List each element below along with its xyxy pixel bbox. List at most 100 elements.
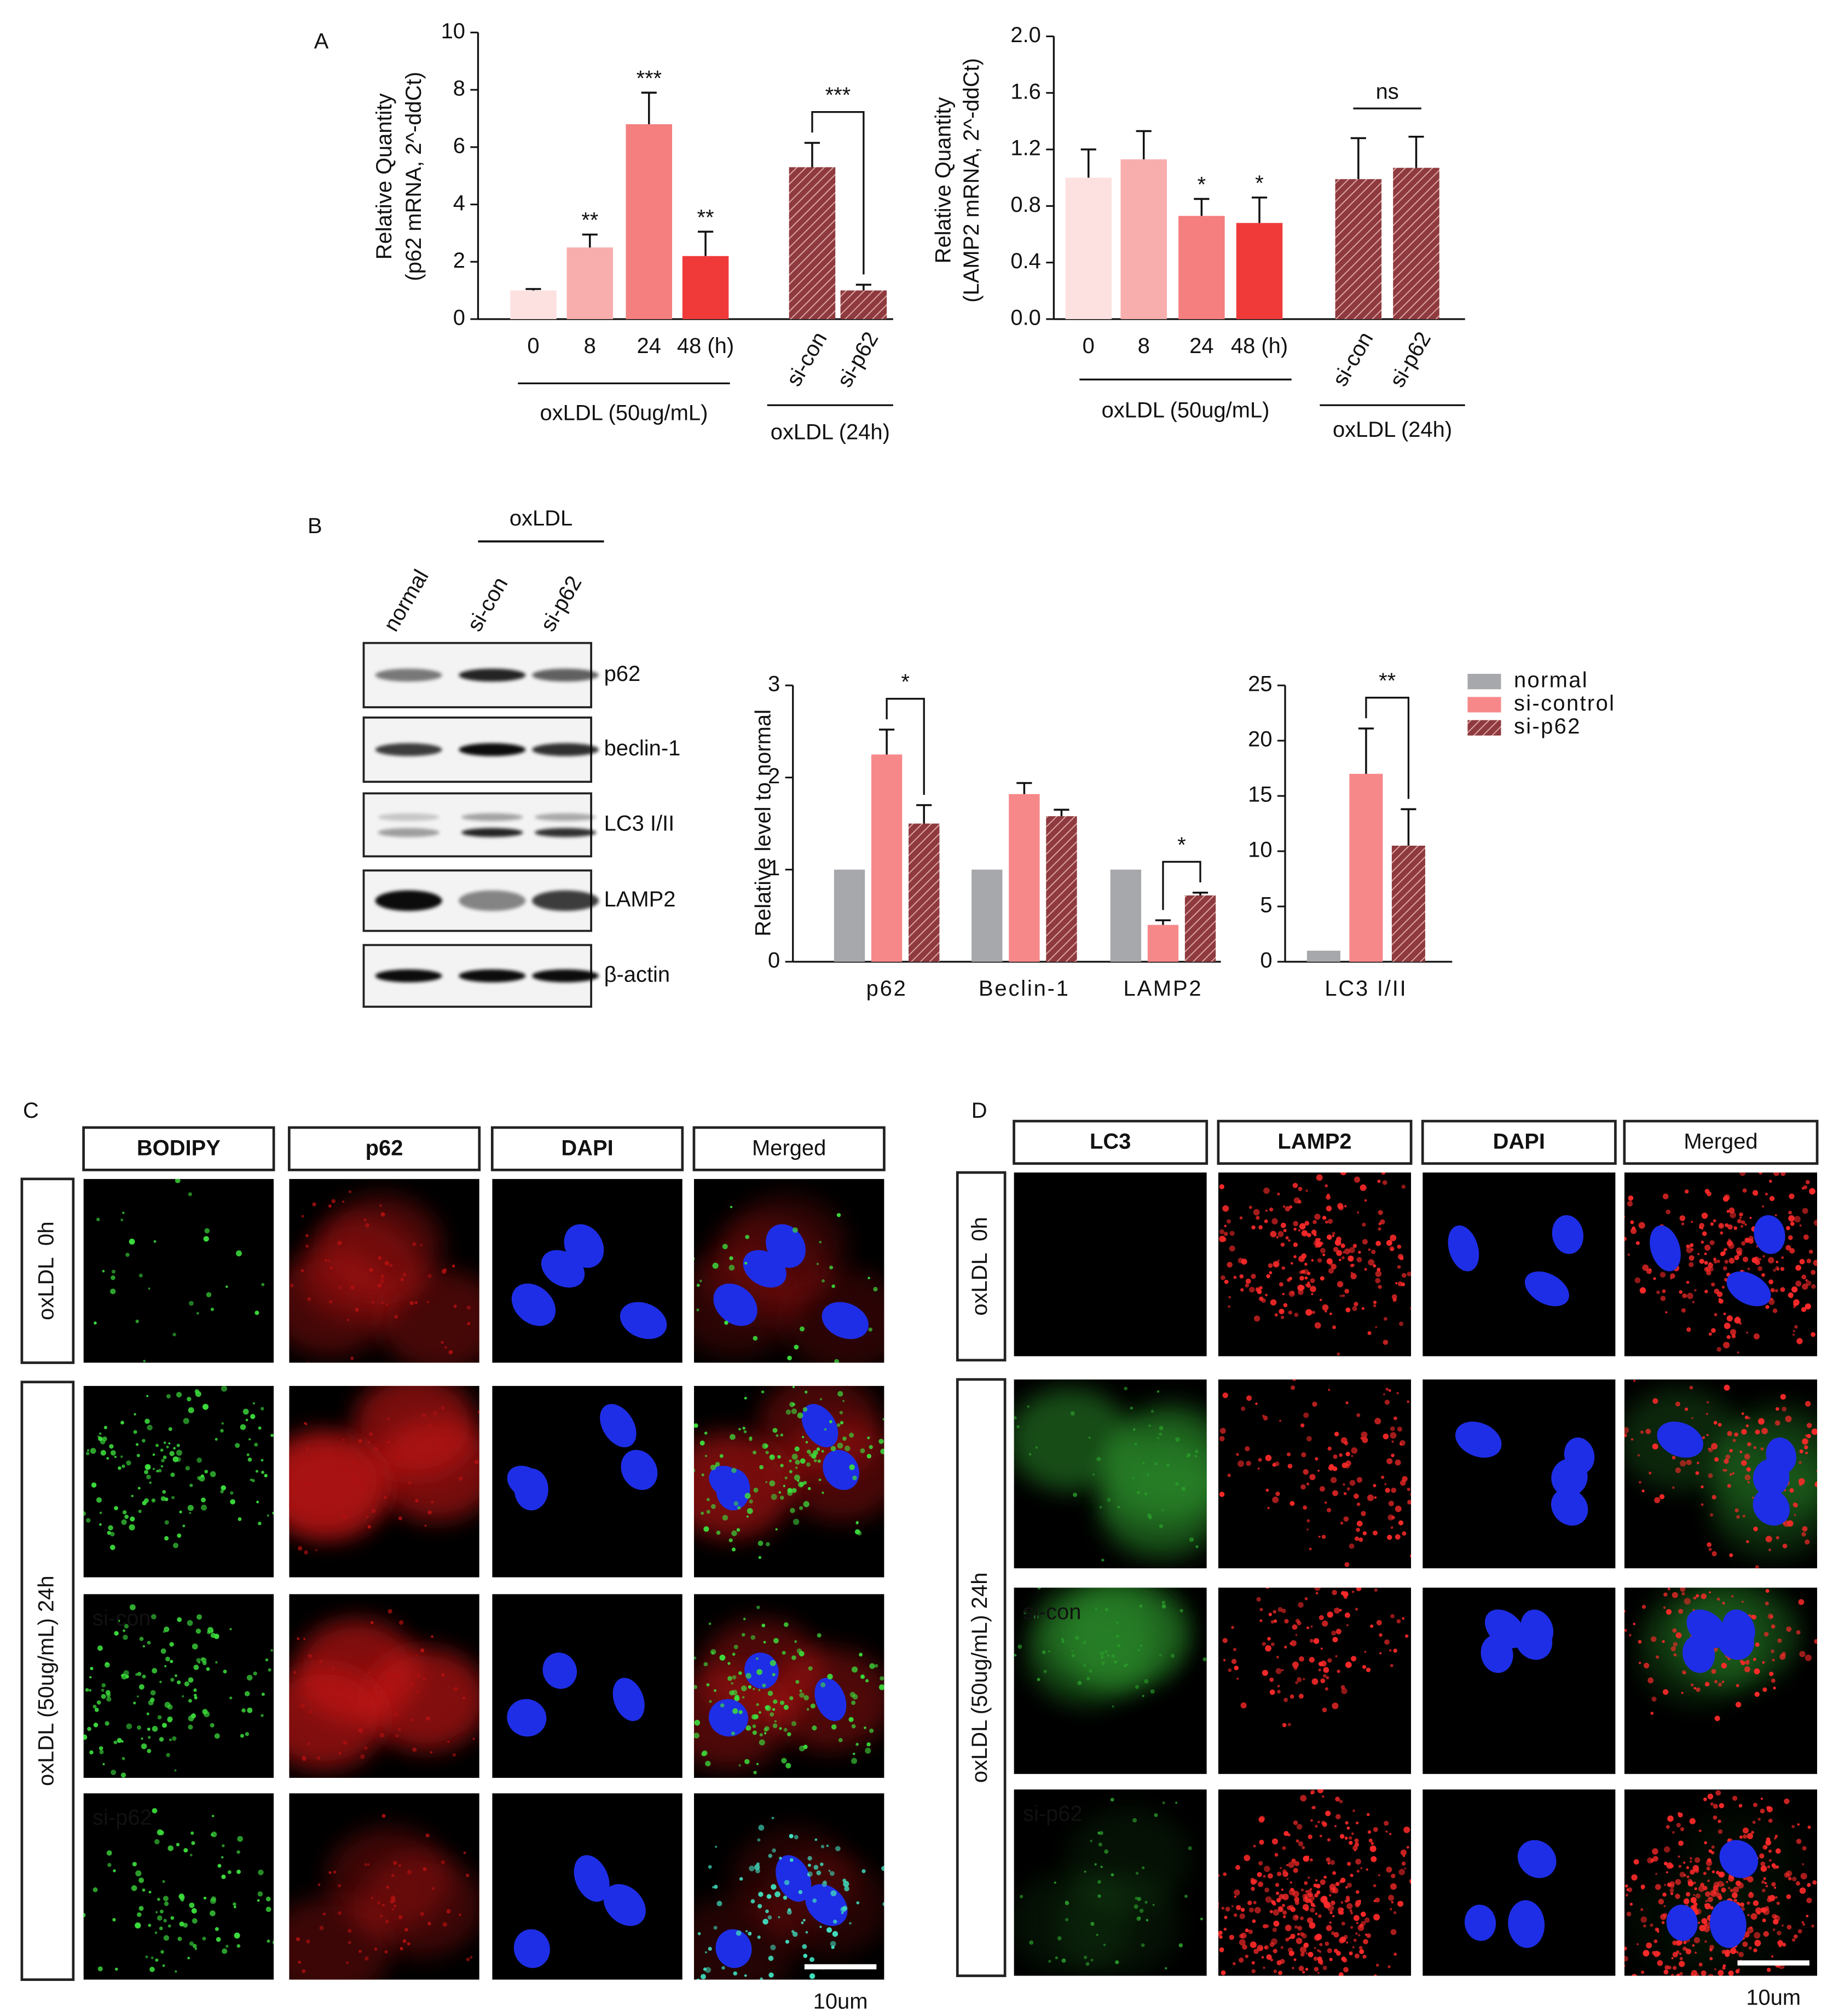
punctate-signal xyxy=(307,1742,310,1746)
punctate-signal xyxy=(109,1444,114,1449)
punctate-signal xyxy=(1301,1452,1306,1458)
punctate-signal xyxy=(175,1674,177,1677)
punctate-signal xyxy=(120,1218,124,1222)
punctate-signal xyxy=(1255,1402,1258,1405)
punctate-signal xyxy=(696,1308,699,1312)
error-bar xyxy=(525,288,541,291)
punctate-signal xyxy=(176,1457,181,1462)
punctate-signal xyxy=(789,1459,792,1463)
punctate-signal xyxy=(708,1946,712,1951)
punctate-signal xyxy=(1227,1262,1233,1268)
punctate-signal xyxy=(1313,1956,1318,1961)
punctate-signal xyxy=(1345,1886,1348,1889)
punctate-signal xyxy=(1395,1282,1398,1285)
punctate-signal xyxy=(1344,1248,1350,1255)
punctate-signal xyxy=(400,1946,403,1950)
punctate-signal xyxy=(1409,1879,1412,1884)
punctate-signal xyxy=(1188,1846,1192,1851)
punctate-signal xyxy=(1097,1894,1101,1898)
punctate-signal xyxy=(809,1957,814,1962)
error-bar xyxy=(1194,198,1210,216)
punctate-signal xyxy=(1402,1617,1405,1620)
punctate-signal xyxy=(842,1436,847,1441)
punctate-signal xyxy=(1334,1431,1339,1437)
punctate-signal xyxy=(1771,1624,1776,1629)
punctate-signal xyxy=(152,1453,155,1456)
punctate-signal xyxy=(91,1482,97,1488)
punctate-signal xyxy=(168,1442,171,1445)
punctate-signal xyxy=(422,1413,426,1418)
bar xyxy=(971,869,1003,962)
punctate-signal xyxy=(1349,1247,1355,1253)
y-tick-label: 1.2 xyxy=(1010,136,1040,160)
punctate-signal xyxy=(1655,1873,1657,1875)
punctate-signal xyxy=(731,1468,737,1474)
punctate-signal xyxy=(430,1751,433,1754)
punctate-signal xyxy=(807,1487,811,1491)
punctate-signal xyxy=(248,1438,251,1441)
punctate-signal xyxy=(296,1937,300,1942)
punctate-signal xyxy=(748,1931,752,1936)
punctate-signal xyxy=(792,1385,795,1388)
y-tick-label: 20 xyxy=(1248,727,1272,752)
punctate-signal xyxy=(1346,1862,1351,1866)
punctate-signal xyxy=(1356,1502,1361,1506)
punctate-signal xyxy=(1326,1205,1332,1212)
punctate-signal xyxy=(1117,1644,1121,1648)
punctate-signal xyxy=(390,1899,394,1904)
punctate-signal xyxy=(1799,1651,1806,1657)
punctate-signal xyxy=(866,1454,872,1459)
punctate-signal xyxy=(407,1870,412,1875)
row-label: oxLDL (50ug/mL) 24h xyxy=(968,1573,992,1783)
punctate-signal xyxy=(135,1319,139,1324)
punctate-signal xyxy=(1311,1259,1314,1262)
punctate-signal xyxy=(183,1848,188,1853)
punctate-signal xyxy=(1035,1446,1038,1449)
punctate-signal xyxy=(1263,1187,1270,1194)
punctate-signal xyxy=(302,1757,307,1761)
punctate-signal xyxy=(1285,1206,1291,1212)
punctate-signal xyxy=(830,1940,836,1947)
punctate-signal xyxy=(1296,1839,1299,1843)
punctate-signal xyxy=(1802,1283,1808,1290)
punctate-signal xyxy=(306,1362,309,1363)
punctate-signal xyxy=(1263,1875,1266,1878)
punctate-signal xyxy=(784,1880,790,1885)
punctate-signal xyxy=(693,1647,694,1648)
diffuse-signal xyxy=(1099,1426,1207,1529)
punctate-signal xyxy=(120,1420,124,1425)
punctate-signal xyxy=(1780,1394,1786,1400)
row-label: oxLDL (50ug/mL) 24h xyxy=(34,1575,58,1786)
punctate-signal xyxy=(1697,1253,1700,1256)
punctate-signal xyxy=(1224,1224,1227,1228)
punctate-signal xyxy=(246,1453,250,1457)
punctate-signal xyxy=(1704,1267,1709,1272)
punctate-signal xyxy=(1352,1809,1355,1812)
punctate-signal xyxy=(1289,1694,1294,1699)
nucleus xyxy=(1551,1488,1588,1526)
punctate-signal xyxy=(1715,1790,1721,1796)
punctate-signal xyxy=(799,1326,805,1332)
punctate-signal xyxy=(1352,1244,1357,1248)
punctate-signal xyxy=(1410,1493,1412,1497)
punctate-signal xyxy=(704,1951,707,1954)
punctate-signal xyxy=(377,1283,382,1288)
punctate-signal xyxy=(733,1971,738,1976)
punctate-signal xyxy=(225,1285,228,1288)
punctate-signal xyxy=(1353,1938,1357,1942)
punctate-signal xyxy=(1679,1972,1683,1976)
punctate-signal xyxy=(1362,1222,1366,1227)
punctate-signal xyxy=(302,1491,305,1494)
punctate-signal xyxy=(1656,1655,1659,1659)
punctate-signal xyxy=(1664,1884,1667,1886)
punctate-signal xyxy=(1691,1417,1693,1419)
punctate-signal xyxy=(1742,1941,1748,1947)
punctate-signal xyxy=(325,1259,327,1262)
punctate-signal xyxy=(1761,1880,1765,1884)
punctate-signal xyxy=(300,1703,305,1708)
punctate-signal xyxy=(1229,1231,1235,1236)
punctate-signal xyxy=(379,1732,385,1738)
punctate-signal xyxy=(169,1642,174,1647)
punctate-signal xyxy=(261,1692,265,1696)
